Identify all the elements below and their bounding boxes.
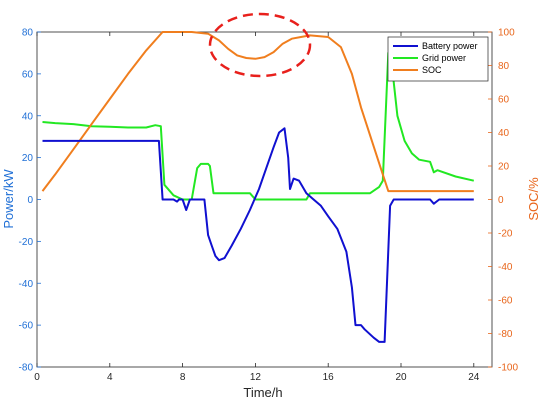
y-right-tick-label: 40: [498, 128, 510, 139]
series-layer: [41, 31, 475, 343]
legend: Battery power Grid power SOC: [387, 36, 489, 82]
x-axis-ticks: 0 4 8 12 16 20 24: [34, 32, 480, 383]
series-line-grid-power: [42, 51, 475, 201]
y-left-tick-label: 80: [22, 28, 34, 39]
y-right-tick-label: -80: [498, 329, 513, 340]
series-line-battery-power: [42, 127, 474, 343]
x-tick-label: 16: [323, 372, 335, 383]
x-tick-label: 4: [107, 372, 113, 383]
x-axis-label: Time/h: [243, 385, 282, 400]
y-right-tick-label: -100: [498, 363, 518, 374]
x-tick-label: 8: [180, 372, 186, 383]
y-right-tick-label: 80: [498, 61, 510, 72]
y-right-tick-label: -20: [498, 229, 513, 240]
y-right-tick-label: 100: [498, 28, 515, 39]
y-left-tick-label: 20: [22, 153, 34, 164]
y-right-tick-label: -40: [498, 262, 513, 273]
y-left-tick-label: -80: [19, 363, 34, 374]
legend-label: SOC: [422, 65, 442, 75]
y-left-tick-label: -20: [19, 237, 34, 248]
x-tick-label: 20: [395, 372, 407, 383]
x-tick-label: 24: [468, 372, 480, 383]
y-right-tick-label: 20: [498, 162, 510, 173]
y-left-axis-label: Power/kW: [1, 169, 16, 229]
y-left-tick-label: 0: [27, 195, 33, 206]
y-left-axis-ticks: 80 60 40 20 0 -20 -40 -60 -80: [19, 28, 41, 374]
y-left-tick-label: 40: [22, 111, 34, 122]
legend-label: Battery power: [422, 41, 478, 51]
x-tick-label: 12: [250, 372, 262, 383]
y-left-tick-label: 60: [22, 69, 34, 80]
y-right-tick-label: 60: [498, 95, 510, 106]
legend-items: Battery power Grid power SOC: [393, 41, 478, 75]
y-right-axis-ticks: 100 80 60 40 20 0 -20 -40 -60 -80 -100: [488, 28, 518, 374]
y-left-tick-label: -40: [19, 279, 34, 290]
highlight-ellipse: [208, 12, 312, 78]
legend-label: Grid power: [422, 53, 466, 63]
series-line-soc: [41, 31, 474, 193]
x-tick-label: 0: [34, 372, 40, 383]
y-right-tick-label: 0: [498, 195, 504, 206]
y-right-axis-label: SOC/%: [526, 177, 541, 221]
y-right-tick-label: -60: [498, 296, 513, 307]
y-left-tick-label: -60: [19, 321, 34, 332]
